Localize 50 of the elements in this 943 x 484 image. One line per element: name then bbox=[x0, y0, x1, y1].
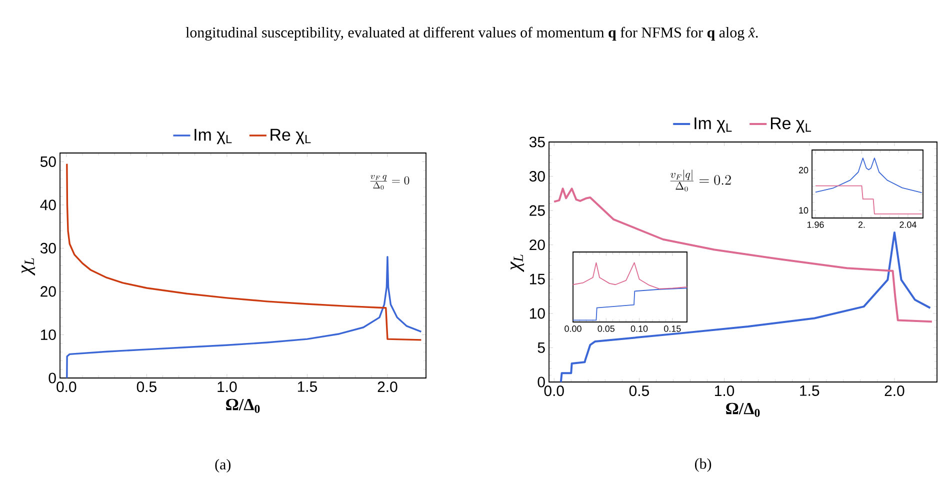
y-tick-label: 10 bbox=[799, 207, 808, 214]
text: (a) bbox=[215, 458, 231, 473]
x-tick-label: 1.96 bbox=[807, 222, 824, 228]
x-axis-title: Ω/Δ$_{0}$ bbox=[226, 398, 260, 413]
y-tick-label: 25 bbox=[530, 205, 545, 216]
x-tick-label: 0.5 bbox=[136, 382, 156, 392]
y-tick-label: 0 bbox=[538, 376, 545, 388]
x-tick-label: 2.04 bbox=[900, 222, 916, 228]
x-tick-label: 1.5 bbox=[298, 382, 317, 392]
x-tick-label: 1.5 bbox=[800, 386, 820, 396]
x-tick-label: 0.0 bbox=[56, 382, 76, 392]
y-tick-label: 30 bbox=[529, 170, 545, 182]
x-tick-label: 1.0 bbox=[218, 382, 237, 392]
x-tick-label: 0.5 bbox=[629, 386, 649, 396]
y-tick-label: 50 bbox=[40, 156, 56, 167]
x-tick-label: 2. bbox=[858, 222, 865, 228]
x-tick-label: 0.15 bbox=[664, 326, 681, 332]
y-tick-label: 5 bbox=[538, 342, 545, 353]
legend-label: Re χ$_{L}$ bbox=[270, 128, 311, 144]
x-tick-label: 0.00 bbox=[564, 326, 582, 332]
line-series bbox=[66, 162, 422, 341]
y-tick-label: 10 bbox=[41, 329, 56, 340]
y-tick-label: 40 bbox=[40, 200, 56, 210]
y-tick-label: 0 bbox=[48, 372, 56, 384]
x-axis-title: Ω/Δ$_{0}$ bbox=[726, 402, 760, 417]
line-series bbox=[560, 232, 932, 383]
y-tick-label: 35 bbox=[529, 136, 545, 148]
y-tick-label: 20 bbox=[40, 286, 56, 297]
y-tick-label: 15 bbox=[530, 274, 545, 284]
y-tick-label: 30 bbox=[40, 242, 56, 254]
y-axis-title: χ$_{L}$ bbox=[510, 254, 524, 272]
text: (b) bbox=[694, 458, 712, 472]
x-tick-label: 2.0 bbox=[378, 382, 398, 392]
legend-label: Im χ$_{L}$ bbox=[694, 117, 732, 133]
x-tick-label: 0.10 bbox=[630, 326, 648, 332]
text: longitudinal susceptibility, evaluated at different values of momentum q for NFMS for q alog x̂. bbox=[186, 26, 758, 41]
x-tick-label: 2.0 bbox=[884, 386, 904, 396]
annotation: $\frac{v_F\, q}{\Delta_0}=0$ bbox=[370, 174, 410, 190]
annotation: $\frac{v_F |q|}{\Delta_0}=0.2$ bbox=[670, 170, 731, 192]
y-tick-label: 10 bbox=[530, 308, 545, 319]
line-series bbox=[66, 256, 422, 379]
y-tick-label: 20 bbox=[530, 240, 545, 250]
legend-label: Im χ$_{L}$ bbox=[194, 128, 232, 144]
y-axis-title: χ$_{L}$ bbox=[22, 258, 36, 276]
y-tick-label: 20 bbox=[798, 166, 808, 174]
x-tick-label: 0.0 bbox=[544, 386, 564, 396]
legend-label: Re χ$_{L}$ bbox=[770, 117, 812, 133]
x-tick-label: 0.05 bbox=[598, 326, 614, 332]
x-tick-label: 1.0 bbox=[715, 386, 734, 396]
line-series bbox=[815, 158, 922, 194]
